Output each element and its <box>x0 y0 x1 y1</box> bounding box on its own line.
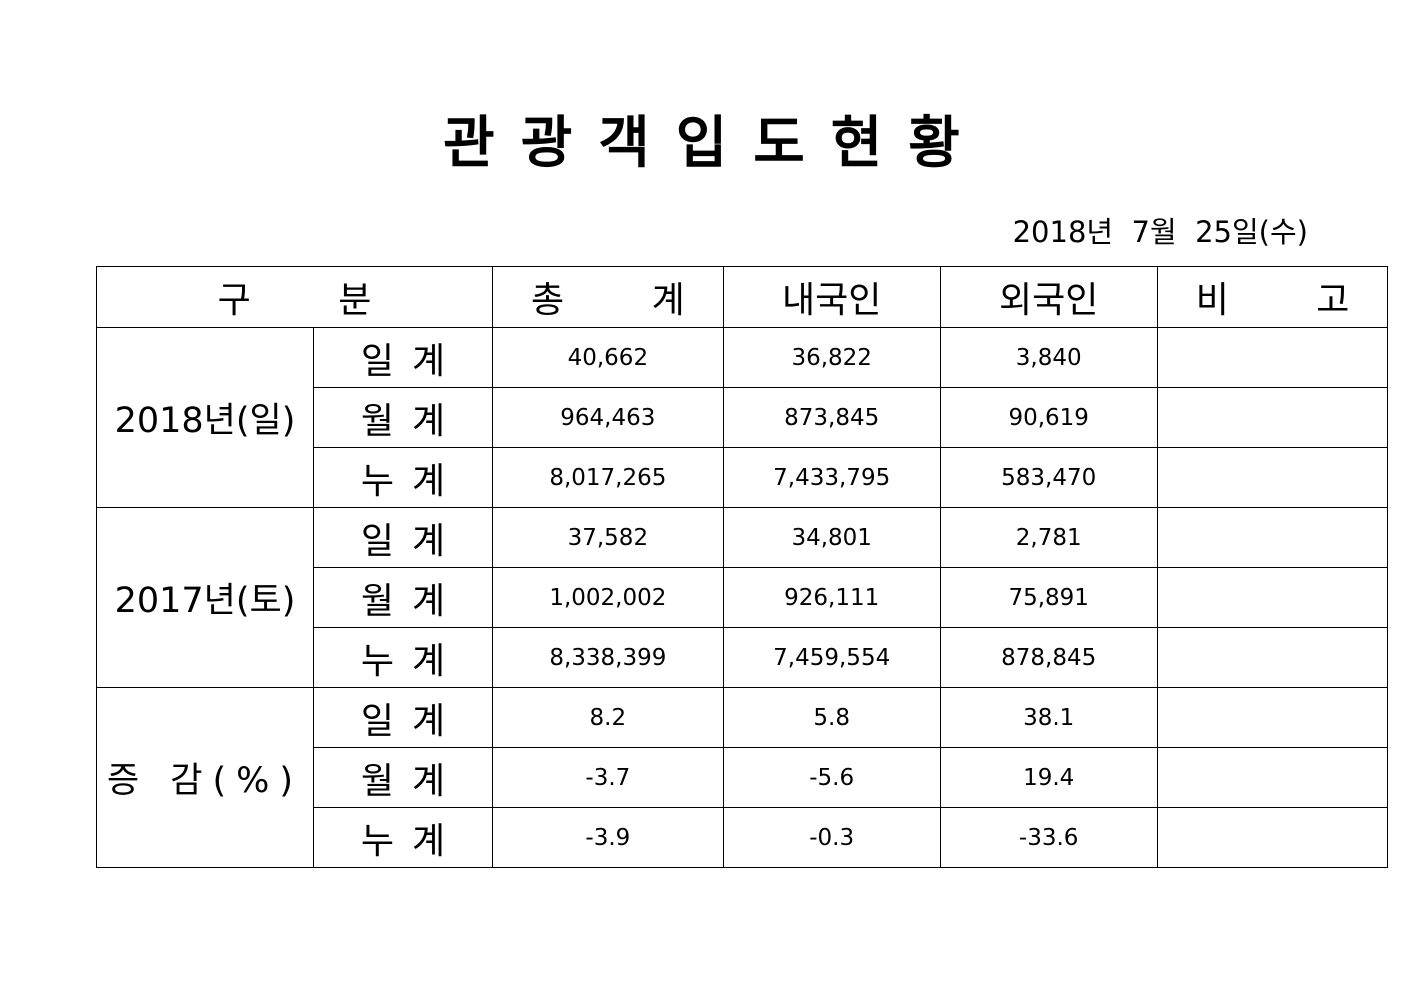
cell-domestic: 873,845 <box>722 387 941 448</box>
report-date: 2018년 7월 25일(수) <box>1012 215 1308 249</box>
header-domestic: 내국인 <box>722 266 941 328</box>
header-note: 비 고 <box>1156 266 1389 328</box>
group-label-change-text: 증 감(%) <box>106 761 304 801</box>
cell-total: -3.9 <box>492 807 724 868</box>
cell-domestic: 7,433,795 <box>722 447 941 508</box>
cell-total: 1,002,002 <box>492 567 724 628</box>
table-row: 월계 1,002,002 926,111 75,891 <box>97 567 1389 628</box>
row-label: 누계 <box>313 807 493 868</box>
cell-foreign: 583,470 <box>939 447 1158 508</box>
table-row: 누계 -3.9 -0.3 -33.6 <box>97 807 1389 868</box>
cell-total: 37,582 <box>492 507 724 568</box>
cell-note <box>1156 747 1389 808</box>
cell-foreign: 3,840 <box>939 327 1158 388</box>
table-row: 월계 -3.7 -5.6 19.4 <box>97 747 1389 808</box>
cell-total: 8,017,265 <box>492 447 724 508</box>
cell-note <box>1156 507 1389 568</box>
cell-note <box>1156 687 1389 748</box>
table-row: 누계 8,017,265 7,433,795 583,470 <box>97 447 1389 508</box>
group-label-change: 증 감(%) <box>96 687 314 868</box>
table-header-row: 구 분 총 계 내국인 외국인 비 고 <box>96 266 1389 328</box>
row-label: 월계 <box>313 387 493 448</box>
document-title: 관광객입도현황 <box>443 111 986 176</box>
cell-foreign: -33.6 <box>939 807 1158 868</box>
cell-foreign: 38.1 <box>939 687 1158 748</box>
cell-foreign: 90,619 <box>939 387 1158 448</box>
table-row: 누계 8,338,399 7,459,554 878,845 <box>97 627 1389 688</box>
cell-note <box>1156 387 1389 448</box>
cell-total: 8.2 <box>492 687 724 748</box>
cell-note <box>1156 627 1389 688</box>
row-label: 월계 <box>313 567 493 628</box>
cell-foreign: 75,891 <box>939 567 1158 628</box>
table-row: 증 감(%) 일계 8.2 5.8 38.1 <box>96 687 1389 868</box>
table-row: 2017년(토) 일계 37,582 34,801 2,781 <box>96 507 1389 688</box>
header-total: 총 계 <box>492 266 724 328</box>
cell-foreign: 2,781 <box>939 507 1158 568</box>
row-label: 일계 <box>313 687 493 748</box>
cell-domestic: 926,111 <box>722 567 941 628</box>
header-foreign: 외국인 <box>939 266 1158 328</box>
row-label: 일계 <box>313 507 493 568</box>
cell-total: -3.7 <box>492 747 724 808</box>
row-label: 일계 <box>313 327 493 388</box>
table-row: 2018년(일) 일계 40,662 36,822 3,840 <box>96 327 1389 508</box>
row-label: 누계 <box>313 447 493 508</box>
cell-domestic: -5.6 <box>722 747 941 808</box>
header-category: 구 분 <box>96 266 493 328</box>
cell-domestic: 5.8 <box>722 687 941 748</box>
group-label-2017: 2017년(토) <box>96 507 314 688</box>
cell-domestic: 34,801 <box>722 507 941 568</box>
group-label-2018: 2018년(일) <box>96 327 314 508</box>
cell-note <box>1156 807 1389 868</box>
cell-foreign: 878,845 <box>939 627 1158 688</box>
cell-domestic: 36,822 <box>722 327 941 388</box>
cell-total: 8,338,399 <box>492 627 724 688</box>
row-label: 월계 <box>313 747 493 808</box>
cell-note <box>1156 327 1389 388</box>
cell-total: 964,463 <box>492 387 724 448</box>
cell-domestic: -0.3 <box>722 807 941 868</box>
cell-domestic: 7,459,554 <box>722 627 941 688</box>
tourist-arrivals-table: 구 분 총 계 내국인 외국인 비 고 2018년(일) 일계 40,662 3… <box>96 266 1389 868</box>
row-label: 누계 <box>313 627 493 688</box>
cell-foreign: 19.4 <box>939 747 1158 808</box>
cell-total: 40,662 <box>492 327 724 388</box>
cell-note <box>1156 447 1389 508</box>
cell-note <box>1156 567 1389 628</box>
